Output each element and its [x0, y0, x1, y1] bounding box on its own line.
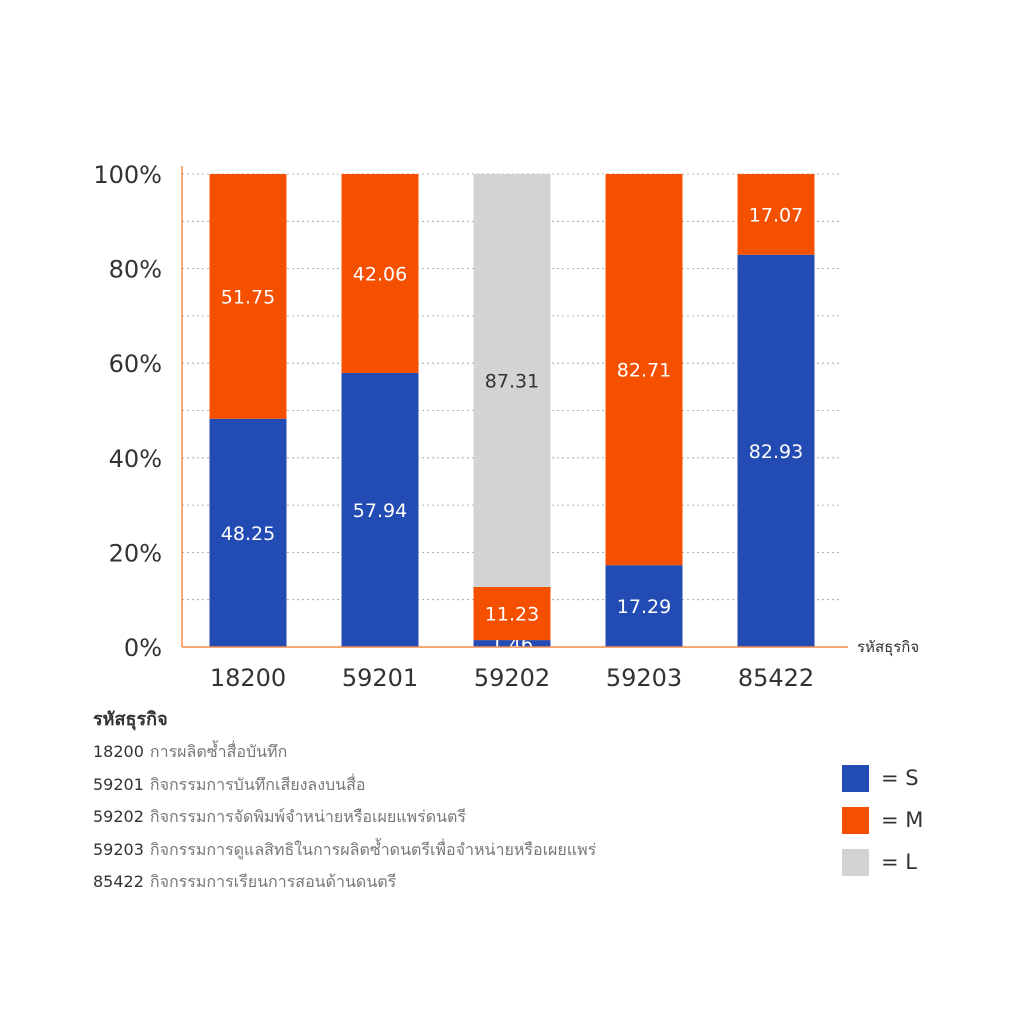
y-tick-label: 40%	[109, 445, 162, 473]
bar-segment-m	[605, 174, 683, 566]
x-tick-label: 59203	[606, 664, 682, 692]
business-code-description: กิจกรรมการดูแลสิทธิในการผลิตซ้ำดนตรีเพื่…	[149, 839, 597, 859]
x-tick-label: 85422	[738, 664, 814, 692]
bar-segment-m	[209, 174, 287, 419]
business-code-description: กิจกรรมการบันทึกเสียงลงบนสื่อ	[149, 774, 366, 794]
legend-swatch-s	[842, 764, 869, 792]
bar-segment-s	[341, 372, 419, 647]
business-code-description: การผลิตซ้ำสื่อบันทึก	[149, 742, 288, 761]
bar-segment-m	[737, 174, 815, 255]
bars: 48.2551.7557.9442.061.4611.2387.3117.298…	[209, 174, 815, 656]
bar-segment-s	[473, 640, 551, 647]
bar-segment-s	[737, 254, 815, 648]
bar-segment-l	[473, 174, 551, 587]
legend-label-s: = S	[881, 766, 919, 790]
legend: = S = M = L	[842, 757, 923, 883]
legend-label-m: = M	[881, 808, 924, 832]
business-code: 85422	[93, 872, 144, 891]
data-label: 17.29	[617, 596, 671, 618]
x-tick-label: 18200	[210, 664, 286, 692]
business-code-row: 59203 กิจกรรมการดูแลสิทธิในการผลิตซ้ำดนตร…	[93, 839, 793, 872]
x-tick-label: 59201	[342, 664, 418, 692]
legend-item-s: = S	[842, 757, 923, 799]
data-label: 82.71	[617, 360, 671, 382]
business-code: 59202	[93, 807, 144, 826]
y-tick-label: 80%	[109, 256, 162, 284]
y-tick-label: 20%	[109, 539, 162, 567]
legend-item-m: = M	[842, 799, 923, 841]
business-code-rows: 18200 การผลิตซ้ำสื่อบันทึก 59201 กิจกรรมกา…	[93, 741, 793, 904]
business-code: 59201	[93, 774, 144, 794]
legend-swatch-l	[842, 848, 869, 876]
data-label: 11.23	[485, 604, 539, 626]
x-tick-label: 59202	[474, 664, 550, 692]
y-axis: 0% 20% 40% 60% 80% 100%	[93, 161, 183, 662]
data-label: 51.75	[221, 286, 275, 308]
stacked-bar-chart: 0% 20% 40% 60% 80% 100% 48.25 51.75 57.94 42.06 1…	[93, 161, 919, 692]
business-code-list: รหัสธุรกิจ 18200 การผลิตซ้ำสื่อบันทึก 592…	[93, 704, 793, 904]
business-code: 18200	[93, 742, 144, 761]
bar-segment-m	[473, 586, 551, 641]
legend-label-l: = L	[881, 850, 917, 874]
data-label: 57.94	[353, 500, 407, 522]
bar-segment-s	[209, 418, 287, 647]
y-tick-label: 60%	[109, 350, 162, 378]
data-label: 48.25	[221, 523, 275, 545]
x-axis-title: รหัสธุรกิจ	[857, 638, 919, 657]
business-code-description: กิจกรรมการเรียนการสอนด้านดนตรี	[149, 872, 397, 891]
business-code-row: 59202 กิจกรรมการจัดพิมพ์จำหน่ายหรือเผยแพร…	[93, 806, 793, 839]
legend-swatch-m	[842, 806, 869, 834]
legend-item-l: = L	[842, 841, 923, 883]
business-code-description: กิจกรรมการจัดพิมพ์จำหน่ายหรือเผยแพร่ดนตร…	[149, 807, 466, 826]
data-label: 42.06	[353, 263, 407, 285]
data-label: 87.31	[485, 370, 539, 392]
x-axis: 18200 59201 59202 59203 85422	[182, 646, 848, 692]
bar-segment-m	[341, 174, 419, 373]
business-code-row: 18200 การผลิตซ้ำสื่อบันทึก	[93, 741, 793, 774]
business-code-row: 59201 กิจกรรมการบันทึกเสียงลงบนสื่อ	[93, 774, 793, 807]
bar-segment-s	[605, 565, 683, 647]
y-tick-label: 0%	[124, 634, 162, 662]
business-code-heading: รหัสธุรกิจ	[93, 709, 168, 730]
data-label: 82.93	[749, 441, 803, 463]
data-label: 17.07	[749, 204, 803, 226]
y-tick-label: 100%	[93, 161, 162, 189]
business-code: 59203	[93, 839, 144, 859]
business-code-row: 85422 กิจกรรมการเรียนการสอนด้านดนตรี	[93, 871, 793, 904]
